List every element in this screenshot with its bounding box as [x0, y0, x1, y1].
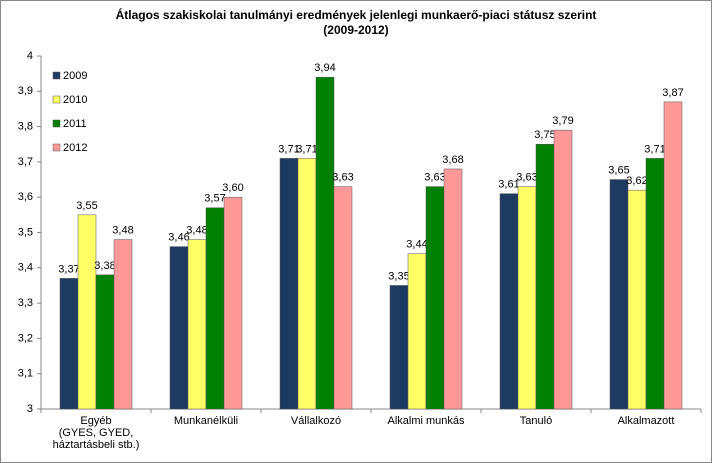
- y-tick-label: 3,4: [18, 262, 33, 274]
- bar: [59, 278, 79, 410]
- bar: [407, 253, 427, 410]
- value-label: 3,68: [442, 154, 463, 166]
- x-tick-label: Egyéb (GYES, GYED, háztartásbeli stb.): [52, 415, 140, 451]
- value-label: 3,65: [608, 164, 629, 176]
- value-label: 3,87: [662, 87, 683, 99]
- chart-title: Átlagos szakiskolai tanulmányi eredménye…: [116, 7, 597, 22]
- value-label: 3,61: [498, 179, 519, 191]
- value-label: 3,37: [58, 263, 79, 275]
- y-tick-label: 3,5: [18, 226, 33, 238]
- legend-swatch: [52, 119, 61, 128]
- bar: [517, 186, 537, 410]
- y-tick-label: 4: [27, 50, 33, 62]
- value-label: 3,35: [388, 270, 409, 282]
- legend-label: 2009: [63, 70, 87, 82]
- value-label: 3,57: [204, 193, 225, 205]
- bar: [77, 214, 97, 410]
- value-label: 3,63: [516, 172, 537, 184]
- value-label: 3,60: [222, 182, 243, 194]
- value-label: 3,38: [94, 260, 115, 272]
- bar: [113, 239, 133, 410]
- legend-swatch: [52, 71, 61, 80]
- bar: [315, 76, 335, 410]
- bar: [205, 207, 225, 410]
- y-tick-label: 3,3: [18, 297, 33, 309]
- bar: [169, 246, 189, 410]
- bar: [389, 285, 409, 410]
- bar: [279, 158, 299, 410]
- value-label: 3,62: [626, 175, 647, 187]
- bar: [223, 196, 243, 410]
- bar: [333, 186, 353, 410]
- bar: [499, 193, 519, 410]
- value-label: 3,46: [168, 232, 189, 244]
- y-tick-label: 3,6: [18, 191, 33, 203]
- value-label: 3,63: [424, 172, 445, 184]
- bar: [425, 186, 445, 410]
- bar: [297, 158, 317, 410]
- bar: [95, 274, 115, 410]
- bar: [443, 168, 463, 410]
- y-tick-label: 3,8: [18, 121, 33, 133]
- bar: [553, 129, 573, 410]
- legend-label: 2012: [63, 142, 87, 154]
- value-label: 3,55: [76, 200, 97, 212]
- value-label: 3,63: [332, 172, 353, 184]
- chart-subtitle: (2009-2012): [323, 23, 388, 37]
- y-tick-label: 3: [27, 403, 33, 415]
- x-tick-label: Tanuló: [519, 415, 553, 427]
- bar: [187, 239, 207, 410]
- x-tick-label: Alkalmazott: [617, 415, 675, 427]
- x-tick-label: Vállalkozó: [290, 415, 342, 427]
- value-label: 3,48: [186, 224, 207, 236]
- value-label: 3,75: [534, 129, 555, 141]
- value-label: 3,79: [552, 115, 573, 127]
- bar: [645, 158, 665, 410]
- legend-swatch: [52, 143, 61, 152]
- value-label: 3,94: [314, 62, 335, 74]
- legend-label: 2010: [63, 94, 87, 106]
- value-label: 3,44: [406, 239, 427, 251]
- value-label: 3,71: [644, 143, 665, 155]
- y-tick-label: 3,2: [18, 332, 33, 344]
- bar: [609, 179, 629, 410]
- value-label: 3,71: [278, 143, 299, 155]
- bar: [663, 101, 683, 410]
- legend-swatch: [52, 95, 61, 104]
- y-tick-label: 3,7: [18, 156, 33, 168]
- bar: [627, 189, 647, 410]
- y-tick-label: 3,1: [18, 368, 33, 380]
- value-label: 3,71: [296, 143, 317, 155]
- value-label: 3,48: [112, 224, 133, 236]
- bar: [535, 144, 555, 410]
- y-tick-label: 3,9: [18, 85, 33, 97]
- x-tick-label: Alkalmi munkás: [387, 415, 465, 427]
- legend-label: 2011: [63, 118, 87, 130]
- x-tick-label: Munkanélküli: [173, 415, 239, 427]
